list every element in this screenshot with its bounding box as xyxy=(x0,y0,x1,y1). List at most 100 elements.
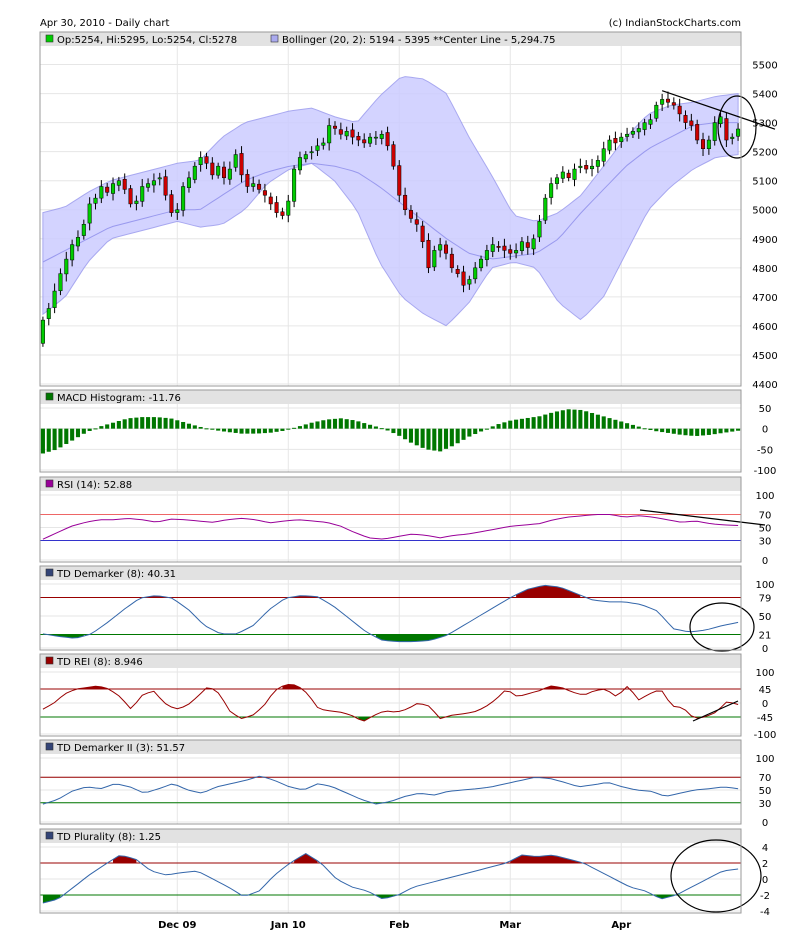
macd-bar xyxy=(245,428,250,434)
highlight-circle xyxy=(717,95,757,159)
panel-macd: -100 -50 0 50 MACD Histogram: -11.76 xyxy=(39,389,776,477)
candle-body xyxy=(566,172,571,179)
candle-body xyxy=(560,171,565,179)
macd-bar xyxy=(601,416,606,429)
y-tick-label: 0 xyxy=(762,644,768,655)
candle-body xyxy=(122,178,127,190)
y-tick-label: 100 xyxy=(755,491,774,502)
macd-bar xyxy=(432,428,437,451)
panel-header xyxy=(40,654,741,668)
macd-bar xyxy=(671,428,676,434)
macd-bar xyxy=(525,417,530,429)
y-tick-label: 50 xyxy=(759,524,772,535)
y-tick-label: 4600 xyxy=(752,322,777,333)
macd-bar xyxy=(362,423,367,429)
candle-body xyxy=(286,200,291,216)
y-tick-label: -100 xyxy=(754,730,777,741)
y-tick-label: 5200 xyxy=(752,148,777,159)
candle-body xyxy=(595,160,600,167)
y-tick-label: 4700 xyxy=(752,293,777,304)
panel-background xyxy=(40,477,741,562)
candle-body xyxy=(519,241,524,251)
legend-swatch xyxy=(45,392,54,401)
macd-bar xyxy=(227,428,232,433)
overbought-area xyxy=(113,855,137,863)
macd-bar xyxy=(204,428,209,430)
rsi-line xyxy=(42,514,739,540)
candle-body xyxy=(186,177,191,188)
macd-bar xyxy=(560,410,565,429)
macd-bar xyxy=(198,426,203,429)
candle-body xyxy=(64,258,69,275)
y-tick-label: 4500 xyxy=(752,351,777,362)
rei-trendline xyxy=(692,700,739,722)
macd-bar xyxy=(110,422,116,429)
y-tick-label: 50 xyxy=(759,404,772,415)
candle-body xyxy=(297,157,302,171)
macd-bar xyxy=(321,420,326,429)
candle-body xyxy=(362,139,367,144)
y-tick-label: 0 xyxy=(762,699,768,710)
panel-plurality: -4 -2 0 2 4 TD Plurality (8): 1.25 xyxy=(39,828,770,918)
y-tick-label: 5100 xyxy=(752,177,777,188)
candle-body xyxy=(128,188,133,205)
y-tick-label: -50 xyxy=(757,445,773,456)
macd-bar xyxy=(408,428,413,443)
y-tick-label: 4400 xyxy=(752,380,777,391)
plurality-line xyxy=(42,853,739,904)
macd-bar xyxy=(479,428,484,432)
candle-body xyxy=(81,224,86,236)
candle-body xyxy=(689,120,694,126)
bollinger-band xyxy=(42,76,739,327)
candle-body xyxy=(455,269,460,274)
macd-bar xyxy=(70,428,75,441)
macd-bar xyxy=(309,422,314,429)
macd-bar xyxy=(736,428,741,431)
candle-body xyxy=(695,124,700,141)
candle-body xyxy=(607,139,612,151)
macd-bar xyxy=(414,428,419,446)
y-tick-label: 30 xyxy=(759,799,772,810)
macd-bar xyxy=(712,428,717,435)
macd-bar xyxy=(677,428,682,435)
macd-bar xyxy=(332,418,338,429)
candle-body xyxy=(262,190,267,196)
panel-header xyxy=(40,566,741,580)
macd-bar xyxy=(589,412,595,429)
y-tick-label: 0 xyxy=(762,556,768,567)
panel-frame xyxy=(39,31,742,387)
macd-bar xyxy=(607,418,612,429)
macd-bar xyxy=(64,428,69,444)
candle-body xyxy=(508,249,513,254)
macd-bar xyxy=(175,420,180,429)
macd-bar xyxy=(706,428,711,435)
candle-body xyxy=(426,239,431,269)
candle-body xyxy=(484,250,489,260)
candle-body xyxy=(701,139,706,149)
panel-frame xyxy=(39,653,742,737)
candle-body xyxy=(397,165,402,196)
macd-bar xyxy=(718,428,723,434)
candle-body xyxy=(292,168,297,202)
macd-bar xyxy=(87,428,92,431)
x-tick-label: Apr xyxy=(611,920,631,931)
macd-bar xyxy=(438,428,443,452)
candle-body xyxy=(227,168,232,180)
candle-body xyxy=(438,244,443,251)
panel-tdd2: 0 30 50 70 100 TD Demarker II (3): 51.57 xyxy=(39,739,775,829)
candle-body xyxy=(642,122,647,130)
macd-bar xyxy=(274,428,279,432)
x-tick-label: Jan 10 xyxy=(270,920,306,931)
y-tick-label: 5300 xyxy=(752,119,777,130)
macd-bar xyxy=(192,425,197,429)
candle-body xyxy=(105,186,110,193)
candle-body xyxy=(525,242,530,248)
macd-bar xyxy=(484,428,489,430)
candle-body xyxy=(70,244,75,261)
candle-body xyxy=(368,136,373,144)
candle-body xyxy=(204,156,209,164)
macd-bar xyxy=(572,409,577,429)
macd-bar xyxy=(496,424,501,429)
y-tick-label: 50 xyxy=(759,612,772,623)
macd-bar xyxy=(554,411,560,429)
